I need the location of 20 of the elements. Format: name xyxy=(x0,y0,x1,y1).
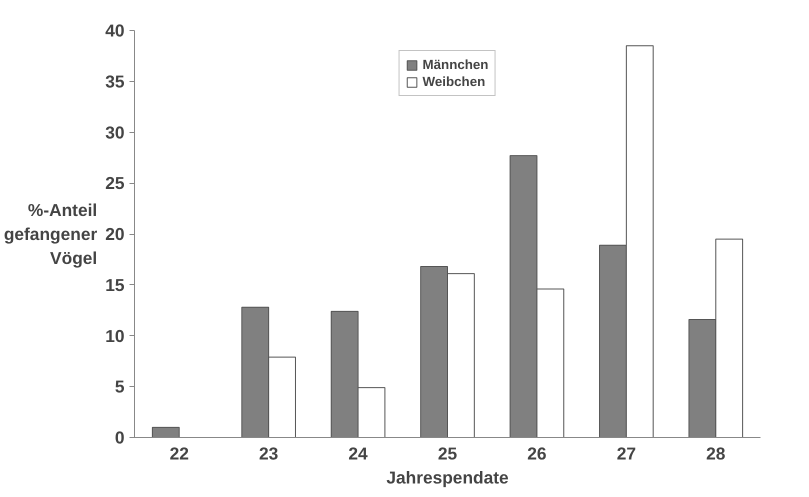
y-tick-label: 15 xyxy=(105,274,125,295)
legend-label: Weibchen xyxy=(422,74,486,89)
y-tick-label: 35 xyxy=(105,71,125,92)
y-tick-label: 20 xyxy=(105,224,125,244)
x-tick-label: 28 xyxy=(706,444,726,464)
y-tick-label: 10 xyxy=(105,326,125,346)
y-tick-label: 0 xyxy=(114,428,125,448)
y-tick-label: 40 xyxy=(105,20,125,40)
x-tick-label: 26 xyxy=(527,444,547,464)
x-axis-title: Jahrespendate xyxy=(386,468,510,488)
legend-label: Männchen xyxy=(422,57,488,72)
y-axis-title: %-Anteil gefangener Vögel xyxy=(4,200,98,268)
x-tick-label: 22 xyxy=(170,444,189,464)
x-tick-label: 25 xyxy=(438,444,458,464)
y-tick-label: 30 xyxy=(105,122,125,142)
x-tick-label: 23 xyxy=(259,444,279,464)
x-tick-label: 24 xyxy=(348,444,368,464)
y-tick-label: 5 xyxy=(114,376,125,397)
x-tick-label: 27 xyxy=(616,444,636,464)
y-tick-label: 25 xyxy=(105,173,125,194)
